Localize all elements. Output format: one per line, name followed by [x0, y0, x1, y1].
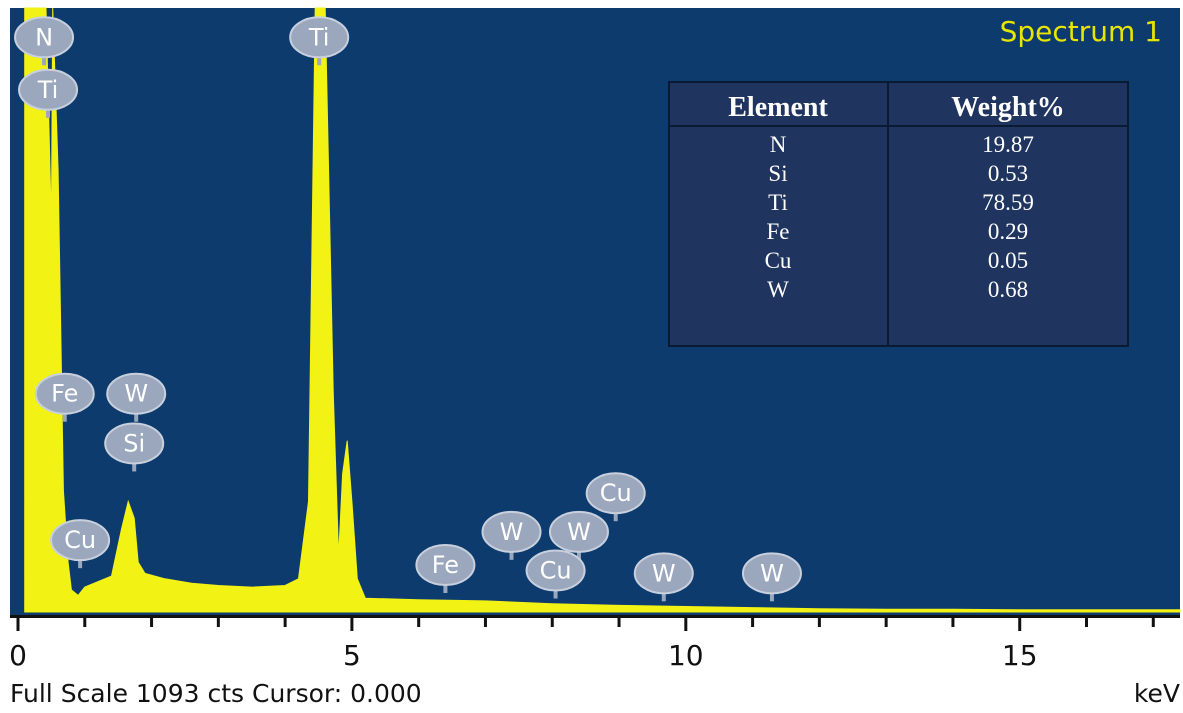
element-marker-badge — [50, 519, 111, 562]
table-cell-weight: 0.68 — [988, 277, 1028, 302]
full-scale-readout: Full Scale 1093 cts Cursor: 0.000 — [10, 679, 422, 708]
weight-table-header-element: Element — [728, 92, 828, 123]
element-marker-w: W — [481, 510, 542, 560]
element-marker-cu: Cu — [585, 472, 646, 522]
element-marker-badge — [106, 372, 167, 415]
element-marker-label: Ti — [37, 76, 59, 104]
element-marker-w: W — [548, 510, 609, 560]
table-cell-element: Fe — [767, 219, 790, 244]
element-marker-ti: Ti — [18, 68, 79, 118]
element-marker-label: W — [652, 559, 676, 587]
element-marker-badge — [18, 68, 79, 111]
element-marker-label: Fe — [51, 380, 78, 408]
element-marker-fe: Fe — [415, 544, 476, 594]
x-tick-label: 10 — [668, 639, 704, 672]
weight-table-header-weight: Weight% — [951, 92, 1065, 123]
table-cell-weight: 0.05 — [988, 248, 1028, 273]
table-cell-element: Cu — [765, 248, 792, 273]
x-tick-label: 0 — [9, 639, 27, 672]
table-cell-weight: 0.53 — [988, 161, 1028, 186]
element-marker-badge — [14, 16, 75, 59]
table-cell-element: W — [767, 277, 789, 302]
element-marker-badge — [415, 544, 476, 587]
element-marker-layer: N Ti Ti Fe W Si Cu Cu W W Fe Cu W W — [14, 16, 802, 602]
weight-table: Element Weight% N 19.87 Si 0.53 Ti 78.59 Fe 0.2… — [668, 81, 1129, 347]
element-marker-cu: Cu — [525, 549, 586, 599]
element-marker-label: W — [500, 518, 524, 546]
table-cell-weight: 0.29 — [988, 219, 1028, 244]
element-marker-label: Si — [123, 429, 145, 457]
table-cell-element: N — [770, 132, 787, 157]
element-marker-label: Ti — [308, 23, 330, 51]
element-marker-label: Cu — [64, 526, 96, 554]
x-tick-label: 15 — [1002, 639, 1038, 672]
element-marker-badge — [741, 552, 802, 595]
element-marker-label: W — [124, 380, 148, 408]
element-marker-w: W — [106, 372, 167, 422]
element-marker-badge — [34, 372, 95, 415]
table-cell-weight: 78.59 — [982, 190, 1034, 215]
element-marker-badge — [481, 510, 542, 553]
element-marker-label: W — [760, 559, 784, 587]
x-tick-label: 5 — [343, 639, 361, 672]
element-marker-fe: Fe — [34, 372, 95, 422]
element-marker-label: Cu — [540, 557, 572, 585]
axis-bar — [10, 615, 1180, 618]
spectrum-title: Spectrum 1 — [1000, 15, 1162, 48]
element-marker-si: Si — [104, 422, 165, 472]
element-marker-ti: Ti — [289, 16, 350, 66]
element-marker-badge — [585, 472, 646, 515]
unit-label: keV — [1134, 679, 1180, 708]
element-marker-badge — [548, 510, 609, 553]
element-marker-cu: Cu — [50, 519, 111, 569]
table-cell-weight: 19.87 — [982, 132, 1034, 157]
table-cell-element: Ti — [768, 190, 788, 215]
element-marker-label: Fe — [432, 551, 459, 579]
element-marker-label: Cu — [600, 479, 632, 507]
x-axis-ticks: 0 5 10 15 — [9, 618, 1155, 672]
element-marker-badge — [104, 422, 165, 465]
element-marker-badge — [633, 552, 694, 595]
element-marker-label: W — [567, 518, 591, 546]
element-marker-badge — [289, 16, 350, 59]
element-marker-w: W — [741, 552, 802, 602]
element-marker-n: N — [14, 16, 75, 66]
element-marker-badge — [525, 549, 586, 592]
element-marker-label: N — [35, 23, 53, 51]
element-marker-w: W — [633, 552, 694, 602]
table-cell-element: Si — [768, 161, 787, 186]
